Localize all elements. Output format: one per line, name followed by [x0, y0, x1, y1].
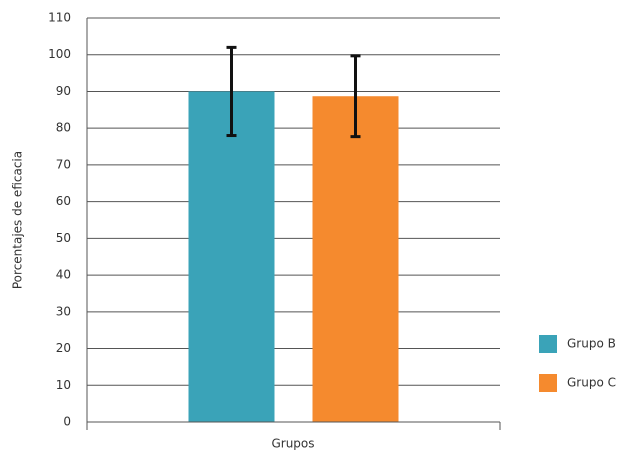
error-bar	[350, 54, 361, 139]
y-tick-label: 20	[56, 341, 71, 355]
y-tick-label: 50	[56, 231, 71, 245]
y-tick-label: 80	[56, 121, 71, 135]
y-tick-label: 60	[56, 194, 71, 208]
x-axis-label: Grupos	[271, 437, 314, 451]
y-axis-label: Porcentajes de eficacia	[11, 151, 25, 289]
legend-swatch	[539, 374, 557, 392]
bar	[188, 91, 275, 423]
y-tick-label: 40	[56, 268, 71, 282]
error-bar	[226, 45, 237, 138]
y-tick-label: 0	[63, 415, 71, 429]
y-tick-label: 10	[56, 378, 71, 392]
y-tick-label: 110	[48, 11, 71, 25]
y-tick-label: 30	[56, 304, 71, 318]
legend-label: Grupo B	[567, 337, 616, 351]
y-tick-label: 90	[56, 84, 71, 98]
y-tick-label: 70	[56, 157, 71, 171]
y-tick-label: 100	[48, 47, 71, 61]
legend-label: Grupo C	[567, 376, 616, 390]
bar	[312, 96, 399, 422]
legend-swatch	[539, 335, 557, 353]
